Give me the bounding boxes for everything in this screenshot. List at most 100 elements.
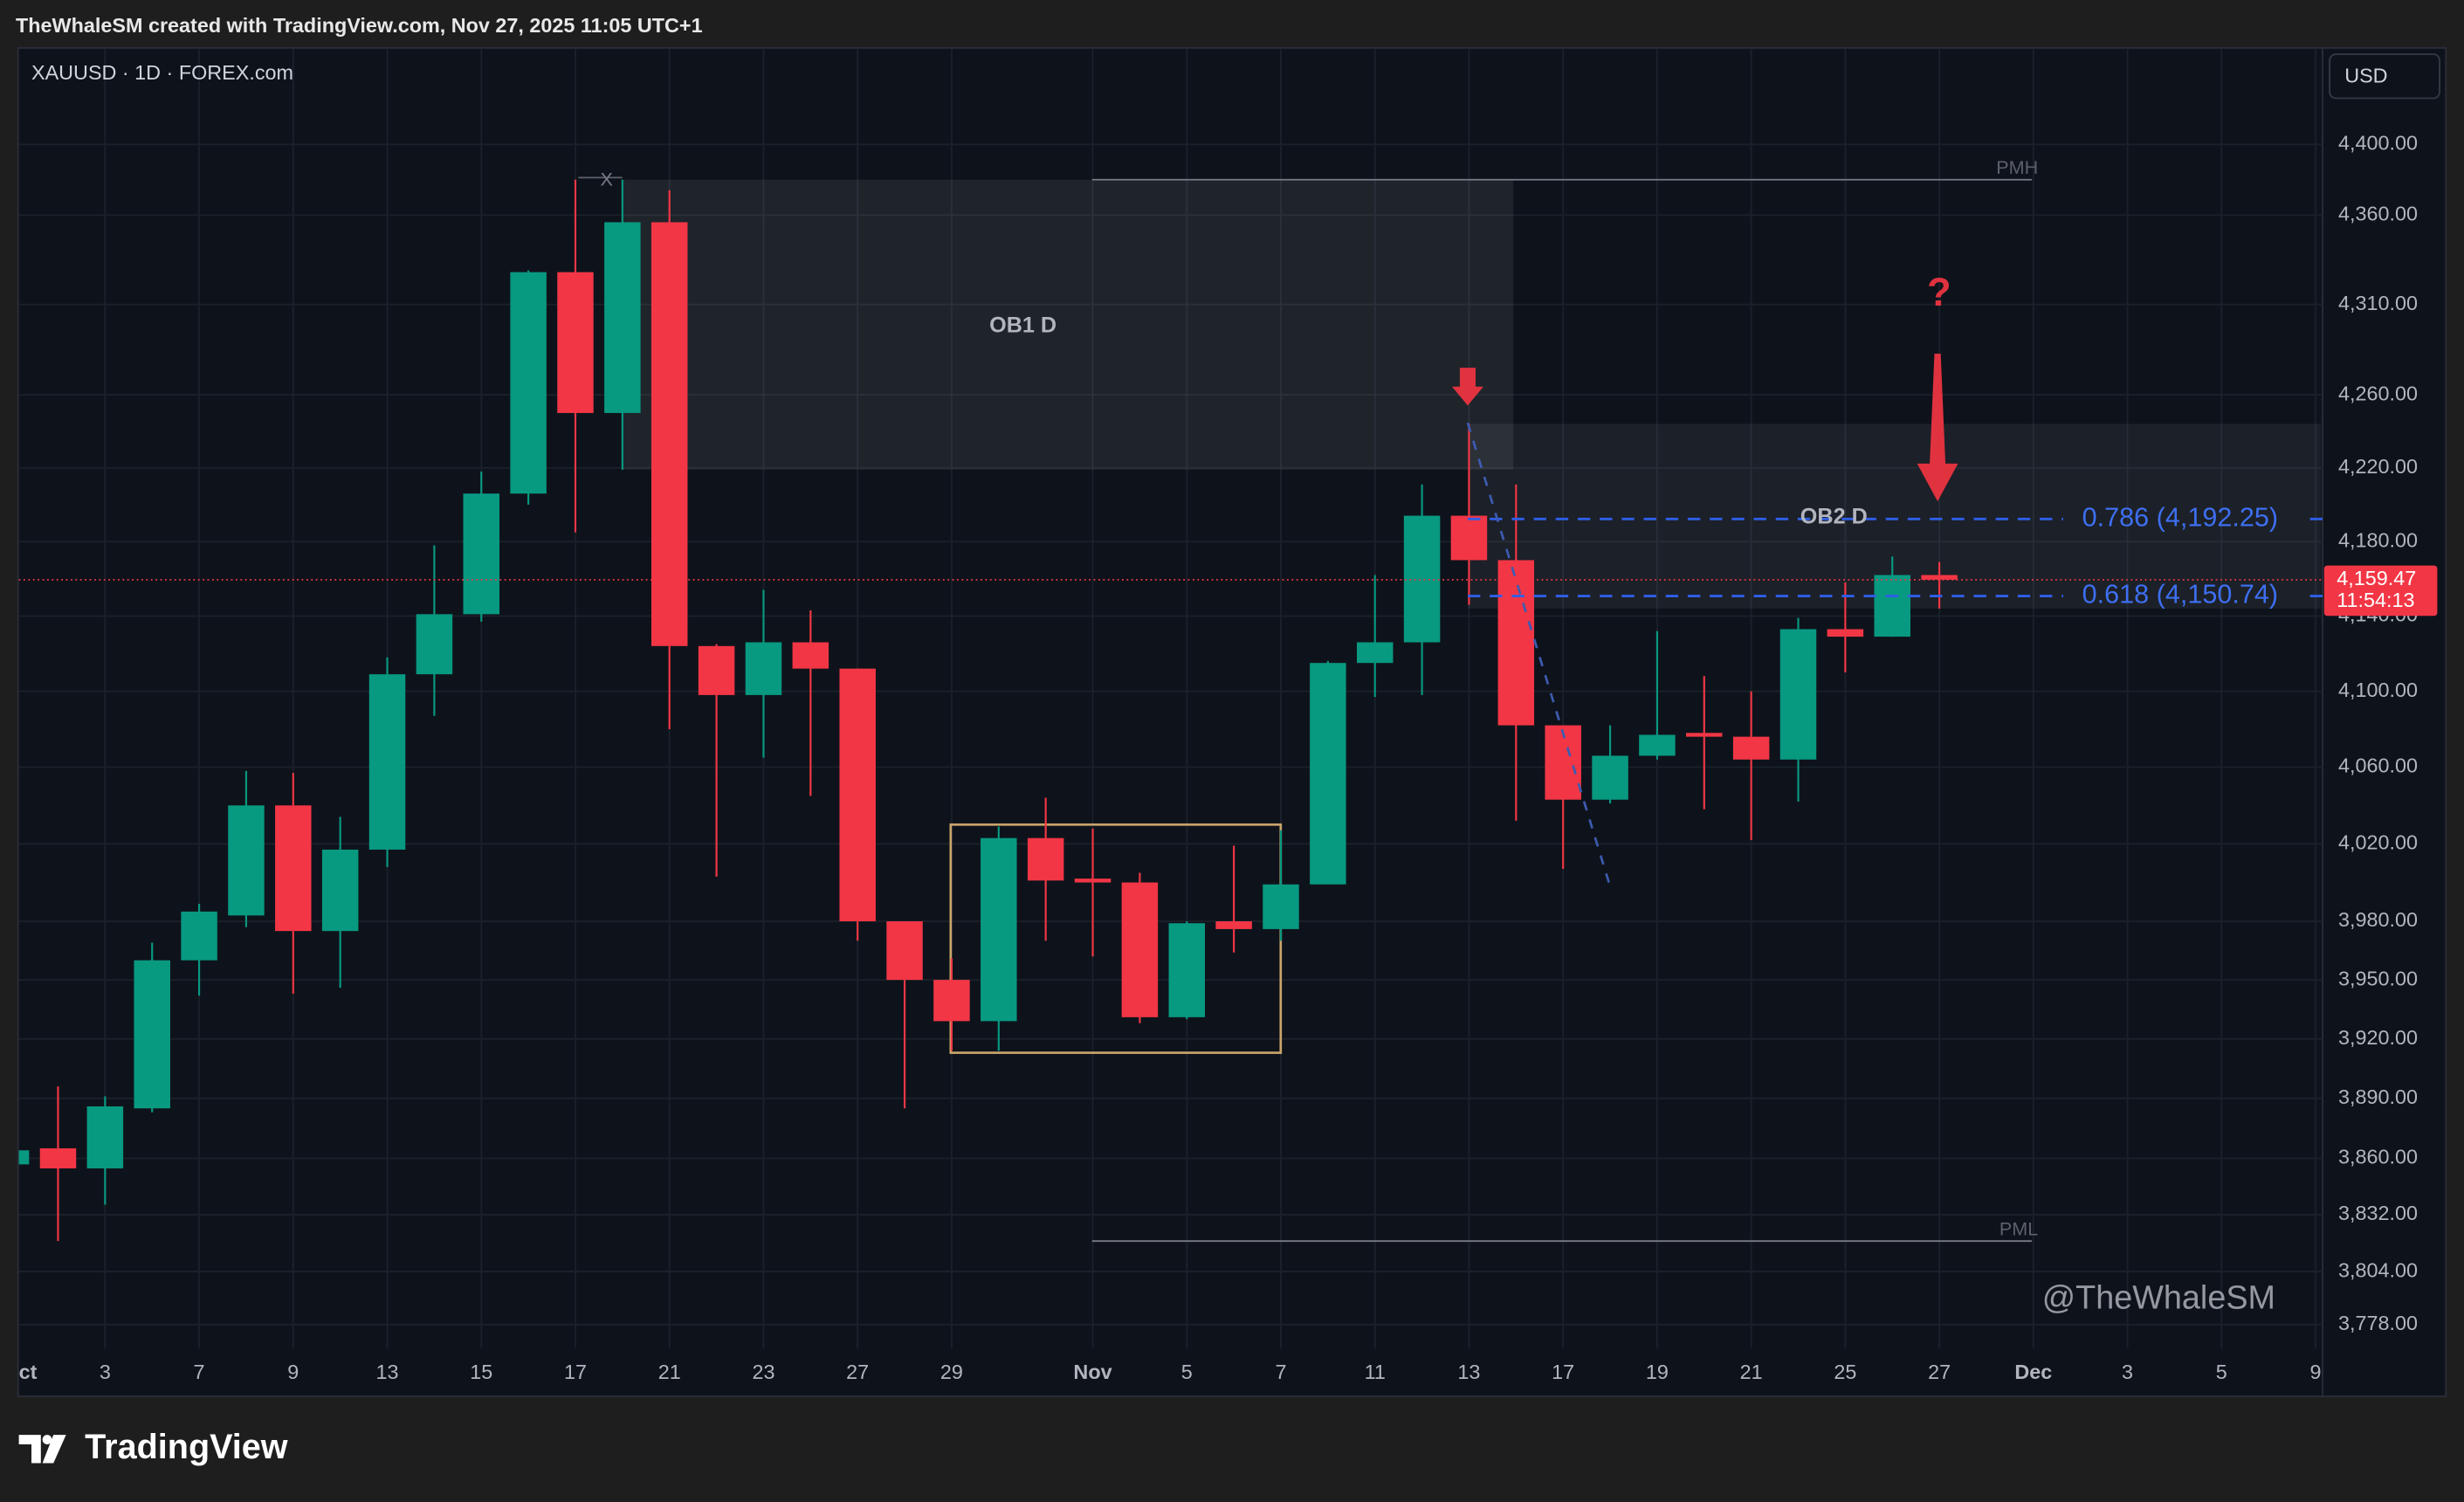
candle-body [1779, 629, 1817, 760]
x-tick-label: 25 [1834, 1361, 1856, 1383]
y-tick-label: 3,860.00 [2338, 1146, 2418, 1168]
x-tick-label: 5 [2216, 1361, 2227, 1383]
fib-label: 0.786 (4,192.25) [2082, 502, 2278, 532]
candle-body [1921, 575, 1958, 580]
arrow-large [1917, 353, 1958, 502]
y-tick-label: 4,100.00 [2338, 679, 2418, 701]
y-tick-label: 4,360.00 [2338, 203, 2418, 225]
x-tick-label: 13 [376, 1361, 399, 1383]
chart-panel [17, 46, 2447, 1397]
order-block [622, 179, 1514, 470]
drawings [578, 176, 1958, 884]
marker-x: X [601, 169, 613, 190]
candle-body [1686, 733, 1723, 737]
axes: 4,400.00 4,360.00 4,310.00 4,260.00 4,220.00… [19, 132, 2438, 1383]
candle-body [321, 849, 359, 932]
logo-dot [42, 1435, 52, 1444]
x-tick-label: Dec [2014, 1361, 2052, 1383]
candle-body [1827, 629, 1864, 637]
arrow-small [1451, 368, 1483, 406]
x-tick-label: 27 [1928, 1361, 1951, 1383]
logo-text: TradingView [85, 1428, 288, 1466]
x-tick-label: ct [19, 1361, 38, 1383]
question-mark: ? [1927, 270, 1951, 314]
trend-line [1466, 422, 1611, 884]
y-tick-label: 3,890.00 [2338, 1085, 2418, 1108]
y-tick-label: 4,310.00 [2338, 292, 2418, 314]
x-tick-label: 9 [287, 1361, 299, 1383]
candle-body [1215, 920, 1252, 929]
candle-body [86, 1106, 124, 1168]
candle-body [1874, 575, 1910, 637]
candle-body [886, 920, 923, 981]
candle-body [228, 805, 265, 916]
candle-body [792, 642, 829, 669]
candle-body [1639, 734, 1676, 756]
logo-mark [18, 1435, 66, 1464]
candle-body [1263, 884, 1299, 929]
x-tick-label: 11 [1365, 1361, 1386, 1383]
candle-body [604, 222, 641, 413]
x-tick-label: Nov [1073, 1361, 1112, 1383]
price-label: 4,159.47 [2337, 567, 2416, 589]
candle-body [275, 805, 312, 932]
order-block-label: OB2 D [1800, 505, 1868, 529]
candle-body [981, 837, 1017, 1022]
x-tick-label: 7 [1275, 1361, 1286, 1383]
y-tick-label: 4,260.00 [2338, 382, 2418, 404]
candle-body [745, 642, 782, 695]
candle-body [134, 960, 170, 1109]
candle-body [1497, 560, 1535, 726]
x-tick-label: 23 [752, 1361, 774, 1383]
candle-body [650, 222, 688, 646]
candle-body [1592, 755, 1628, 800]
currency-button[interactable] [2329, 53, 2440, 100]
candle-body [1310, 663, 1346, 885]
candle-body [1450, 515, 1488, 561]
x-tick-label: 3 [2122, 1361, 2133, 1383]
countdown-label: 11:54:13 [2337, 589, 2414, 611]
candle-body [368, 674, 406, 850]
candle-body [416, 614, 453, 675]
logo: TradingView [18, 1428, 288, 1466]
y-tick-label: 3,832.00 [2338, 1202, 2418, 1224]
price-label-box [2323, 565, 2438, 617]
x-tick-label: 7 [194, 1361, 205, 1383]
x-tick-label: 3 [100, 1361, 111, 1383]
candle-body [1121, 882, 1159, 1017]
level-label: PMH [1996, 156, 2038, 178]
level-label: PML [1999, 1217, 2038, 1239]
y-tick-label: 3,778.00 [2338, 1312, 2418, 1334]
candle-body [18, 1150, 30, 1165]
candle-body [839, 668, 876, 921]
candle-body [1356, 642, 1394, 664]
y-tick-label: 4,220.00 [2338, 455, 2418, 478]
x-tick-label: 21 [658, 1361, 681, 1383]
candle-body [1168, 923, 1205, 1017]
y-tick-label: 3,920.00 [2338, 1026, 2418, 1049]
watermark: @TheWhaleSM [2042, 1279, 2275, 1316]
y-tick-label: 3,980.00 [2338, 908, 2418, 931]
candle-body [39, 1148, 77, 1168]
candle-body [557, 272, 594, 413]
x-tick-label: 27 [846, 1361, 869, 1383]
x-tick-label: 17 [564, 1361, 587, 1383]
candle-body [698, 645, 735, 695]
header: TheWhaleSM created with TradingView.com,… [16, 14, 703, 37]
candle-body [181, 911, 217, 961]
y-tick-label: 4,180.00 [2338, 528, 2418, 551]
y-tick-label: 4,060.00 [2338, 754, 2418, 777]
candle-body [1027, 837, 1064, 881]
x-tick-label: 17 [1552, 1361, 1574, 1383]
x-tick-label: 19 [1646, 1361, 1669, 1383]
x-tick-label: 15 [470, 1361, 492, 1383]
fib-label: 0.618 (4,150.74) [2082, 580, 2278, 610]
y-tick-label: 3,804.00 [2338, 1258, 2418, 1281]
plot-area [18, 178, 2323, 1243]
candle-body [933, 980, 970, 1022]
currency-label[interactable]: USD [2344, 64, 2387, 86]
y-tick-label: 4,400.00 [2338, 132, 2418, 155]
x-tick-label: 5 [1181, 1361, 1193, 1383]
